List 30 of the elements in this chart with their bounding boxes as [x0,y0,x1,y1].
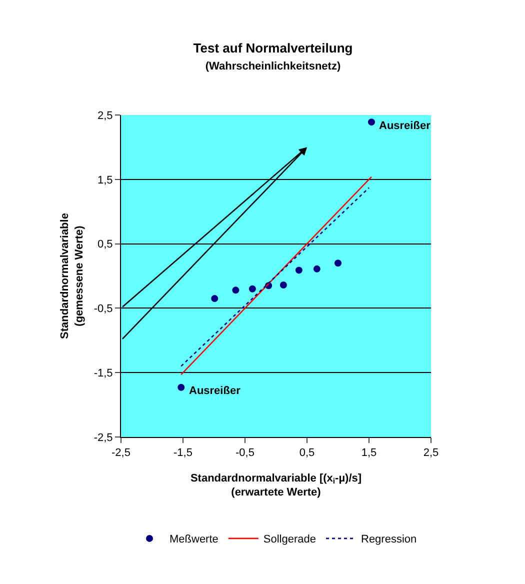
x-tick-label: -2,5 [112,447,130,460]
point [334,260,342,267]
chart-title: Test auf Normalverteilung [193,40,353,56]
legend-label: Regression [361,534,417,546]
legend-label: Sollgerade [263,534,316,546]
point [280,282,287,289]
chart-subtitle: (Wahrscheinlichkeitsnetz) [205,60,341,72]
point [232,286,240,294]
point [211,295,218,302]
point [368,118,375,126]
x-tick-label: 2,5 [423,447,439,460]
annotation: Ausreißer [379,120,432,132]
y-tick-label: 2,5 [98,110,113,122]
y-tick-label: -0,5 [94,303,113,316]
annotation: Ausreißer [189,385,242,397]
y-axis-title: Standardnormalvariable (gemessene Werte) [59,213,86,339]
point [313,265,320,272]
legend-label: Meßwerte [170,534,218,546]
y-tick-label: 1,5 [98,174,113,186]
point [248,285,256,292]
y-tick-label: 0,5 [98,238,113,251]
x-tick-label: 1,5 [361,447,377,460]
x-tick-label: -0,5 [236,447,254,460]
point [295,266,302,274]
point [178,384,185,391]
x-tick-label: -1,5 [174,447,192,460]
y-tick-label: -2,5 [94,432,113,444]
text: Standardnormalvariable [(x$_{i}$-µ)/s] (erwartete Werte) [190,472,362,499]
x-tick-label: 0,5 [299,447,315,460]
y-tick-label: -1,5 [94,367,113,380]
